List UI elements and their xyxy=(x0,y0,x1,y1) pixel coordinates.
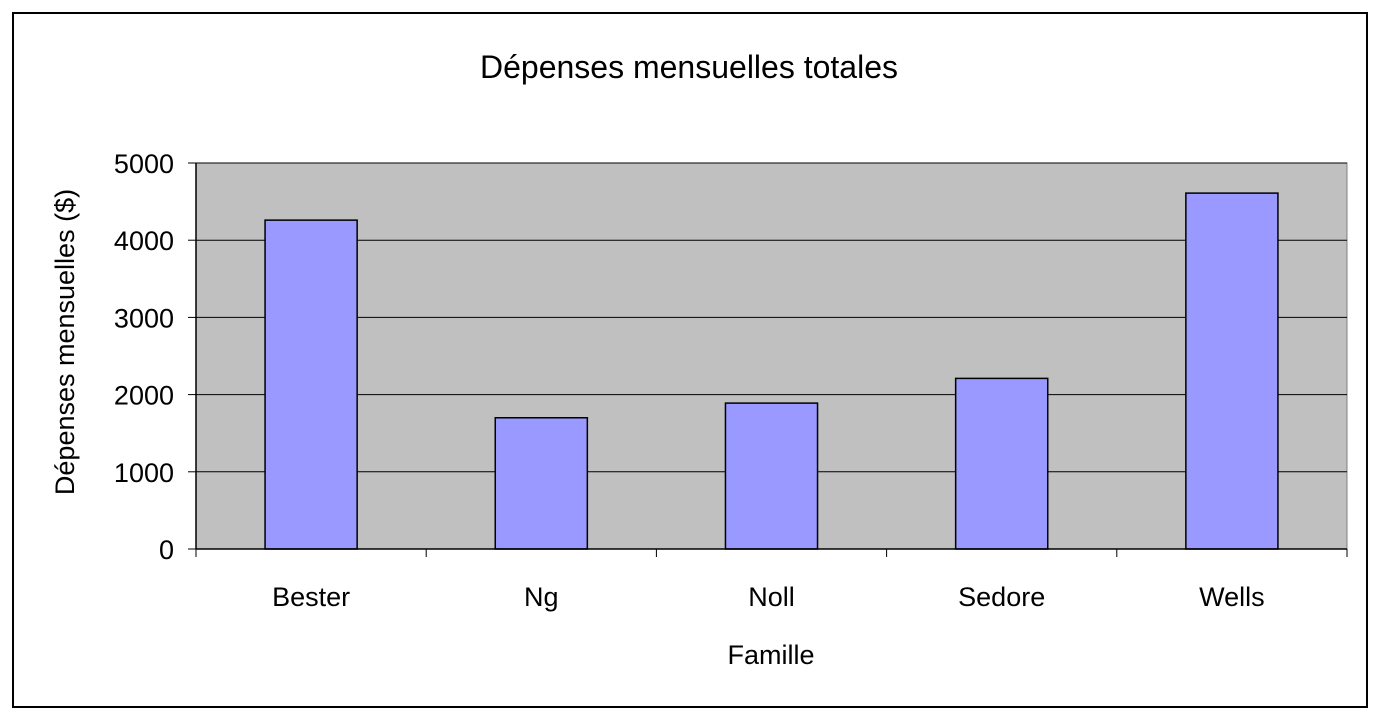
y-tick-label-3000: 3000 xyxy=(114,303,174,333)
axes xyxy=(188,162,1348,557)
bar-bester xyxy=(264,219,358,550)
bar-wells xyxy=(1185,192,1279,550)
y-tick-label-4000: 4000 xyxy=(114,226,174,256)
y-axis-title: Dépenses mensuelles ($) xyxy=(50,189,80,495)
x-tick-label-ng: Ng xyxy=(524,582,559,612)
x-tick-labels: Bester Ng Noll Sedore Wells xyxy=(272,582,1265,612)
x-tick-label-sedore: Sedore xyxy=(958,582,1045,612)
y-tick-labels: 0 1000 2000 3000 4000 5000 xyxy=(114,149,174,565)
gridlines xyxy=(196,162,1347,473)
bar-ng xyxy=(494,417,589,550)
x-axis-title: Famille xyxy=(727,640,814,670)
y-tick-label-5000: 5000 xyxy=(114,149,174,179)
chart-title: Dépenses mensuelles totales xyxy=(480,49,898,85)
bar-noll xyxy=(724,402,819,550)
y-tick-label-2000: 2000 xyxy=(114,381,174,411)
x-tick-label-bester: Bester xyxy=(272,582,350,612)
bar-sedore xyxy=(954,377,1049,550)
y-tick-label-1000: 1000 xyxy=(114,458,174,488)
y-tick-label-0: 0 xyxy=(159,535,174,565)
x-tick-label-wells: Wells xyxy=(1199,582,1265,612)
x-tick-label-noll: Noll xyxy=(748,582,795,612)
bars xyxy=(264,192,1279,550)
